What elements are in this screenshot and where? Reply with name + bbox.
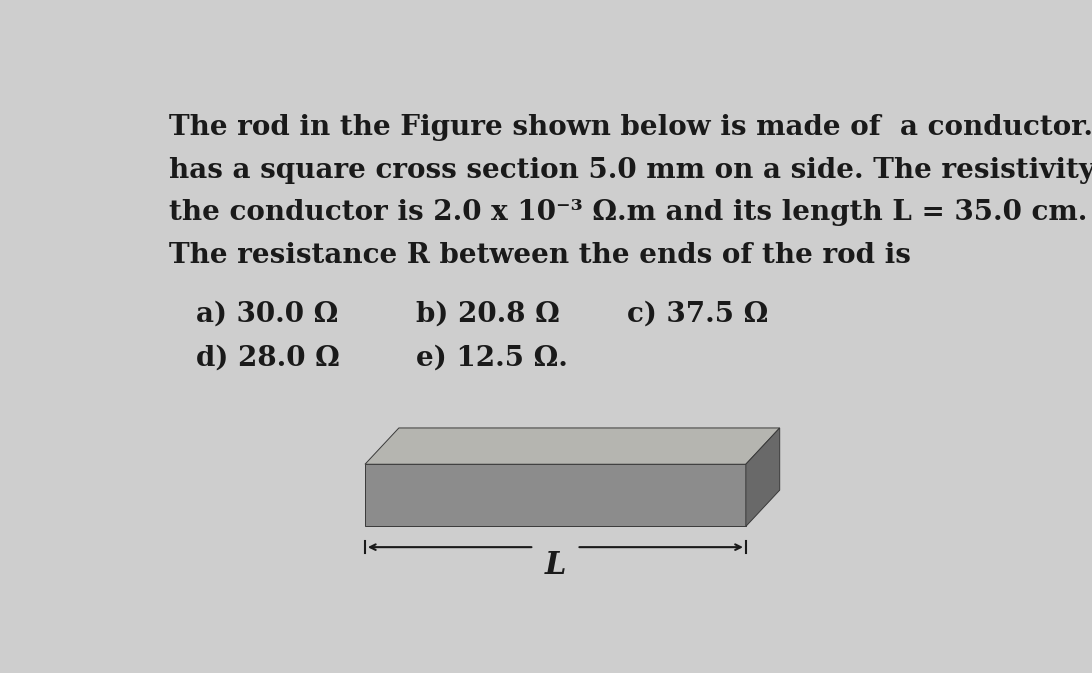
Polygon shape [746,428,780,526]
Text: has a square cross section 5.0 mm on a side. The resistivity of: has a square cross section 5.0 mm on a s… [168,157,1092,184]
Text: The rod in the Figure shown below is made of  a conductor. It: The rod in the Figure shown below is mad… [168,114,1092,141]
Text: L: L [545,550,566,581]
Text: c) 37.5 Ω: c) 37.5 Ω [627,301,769,328]
Polygon shape [365,464,746,526]
Text: the conductor is 2.0 x 10⁻³ Ω.m and its length L = 35.0 cm.: the conductor is 2.0 x 10⁻³ Ω.m and its … [168,199,1087,226]
Text: d) 28.0 Ω: d) 28.0 Ω [195,345,340,372]
Text: e) 12.5 Ω.: e) 12.5 Ω. [416,345,568,372]
Text: a) 30.0 Ω: a) 30.0 Ω [195,301,339,328]
Text: The resistance R between the ends of the rod is: The resistance R between the ends of the… [168,242,911,269]
Text: b) 20.8 Ω: b) 20.8 Ω [416,301,559,328]
Polygon shape [365,428,780,464]
